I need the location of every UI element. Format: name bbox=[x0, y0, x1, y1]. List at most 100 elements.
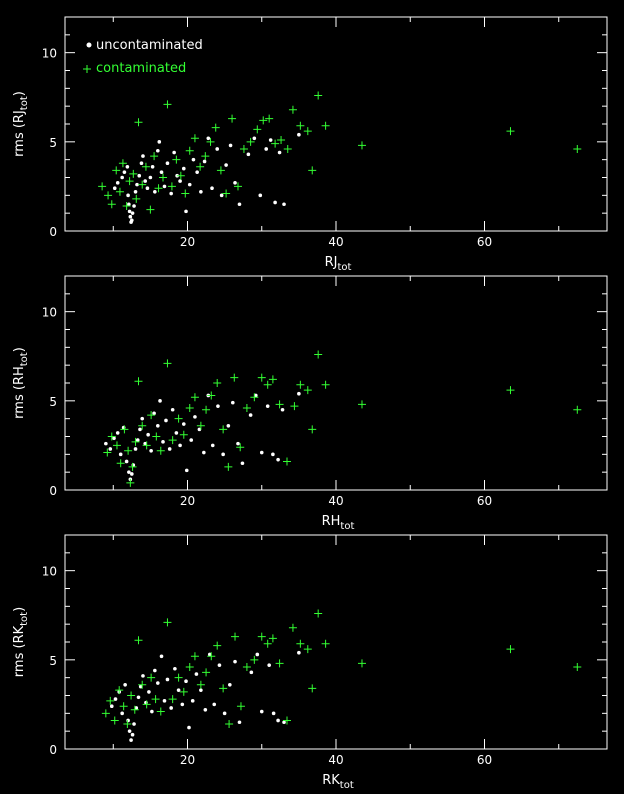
point-contaminated bbox=[207, 391, 216, 400]
point-contaminated bbox=[185, 146, 194, 155]
point-contaminated bbox=[219, 425, 228, 434]
point-uncontaminated bbox=[276, 718, 280, 723]
point-contaminated bbox=[308, 166, 317, 175]
point-contaminated bbox=[213, 641, 222, 650]
point-contaminated bbox=[134, 377, 143, 386]
point-uncontaminated bbox=[191, 157, 196, 162]
point-uncontaminated bbox=[118, 452, 123, 457]
point-uncontaminated bbox=[237, 720, 242, 725]
point-contaminated bbox=[119, 702, 128, 711]
point-contaminated bbox=[357, 141, 366, 150]
point-contaminated bbox=[163, 100, 172, 109]
point-uncontaminated bbox=[228, 143, 233, 148]
point-uncontaminated bbox=[224, 163, 228, 167]
point-uncontaminated bbox=[217, 663, 222, 667]
legend-label-uncontaminated: uncontaminated bbox=[96, 38, 203, 53]
point-contaminated bbox=[176, 171, 185, 180]
point-contaminated bbox=[224, 462, 233, 471]
point-uncontaminated bbox=[129, 738, 133, 742]
point-contaminated bbox=[103, 448, 112, 457]
point-contaminated bbox=[213, 379, 222, 387]
tick-labels: 20 40 60 0 5 10 bbox=[42, 306, 492, 508]
point-uncontaminated bbox=[133, 447, 138, 451]
axis-ticks bbox=[65, 534, 607, 750]
point-uncontaminated bbox=[162, 699, 167, 703]
point-uncontaminated bbox=[115, 431, 120, 435]
point-contaminated bbox=[314, 91, 323, 100]
point-contaminated bbox=[263, 380, 272, 389]
point-contaminated bbox=[263, 639, 272, 648]
point-contaminated bbox=[321, 639, 330, 648]
point-contaminated bbox=[124, 446, 133, 455]
point-uncontaminated bbox=[237, 202, 242, 207]
x-tick-label: 40 bbox=[328, 235, 343, 249]
point-contaminated bbox=[202, 668, 211, 677]
point-contaminated bbox=[127, 691, 136, 700]
point-contaminated bbox=[250, 655, 259, 664]
point-uncontaminated bbox=[164, 418, 168, 423]
panel-rk: 20 40 60 0 5 10 RKtot rms (RKtot) bbox=[12, 534, 608, 791]
point-uncontaminated bbox=[248, 413, 253, 417]
point-uncontaminated bbox=[297, 650, 301, 655]
point-contaminated bbox=[147, 673, 156, 682]
point-uncontaminated bbox=[143, 441, 147, 446]
x-tick-label: 20 bbox=[180, 235, 195, 249]
point-contaminated bbox=[179, 430, 188, 439]
point-contaminated bbox=[230, 373, 239, 382]
point-uncontaminated bbox=[259, 709, 264, 714]
point-uncontaminated bbox=[246, 152, 251, 157]
point-contaminated bbox=[275, 659, 284, 668]
x-tick-label: 40 bbox=[328, 753, 343, 767]
point-uncontaminated bbox=[233, 181, 237, 185]
point-uncontaminated bbox=[156, 681, 160, 685]
y-axis-label: rms (RJtot) bbox=[12, 91, 30, 157]
point-contaminated bbox=[216, 166, 225, 175]
tick-labels: 20 40 60 0 5 10 bbox=[42, 47, 492, 249]
point-uncontaminated bbox=[130, 218, 134, 223]
point-uncontaminated bbox=[202, 450, 206, 455]
point-contaminated bbox=[190, 134, 199, 143]
point-uncontaminated bbox=[254, 393, 258, 398]
point-contaminated bbox=[231, 632, 240, 641]
point-uncontaminated bbox=[170, 407, 175, 412]
point-contaminated bbox=[146, 205, 155, 214]
point-contaminated bbox=[321, 380, 330, 389]
point-uncontaminated bbox=[108, 447, 113, 451]
point-contaminated bbox=[275, 400, 284, 409]
point-uncontaminated bbox=[228, 683, 232, 687]
point-uncontaminated bbox=[104, 441, 108, 446]
panel-rj: 20 40 60 0 5 10 uncontaminated contaminated R… bbox=[12, 16, 608, 273]
point-contaminated bbox=[303, 127, 312, 136]
point-uncontaminated bbox=[282, 202, 286, 207]
point-uncontaminated bbox=[181, 422, 186, 426]
point-uncontaminated bbox=[187, 182, 192, 187]
point-uncontaminated bbox=[216, 404, 220, 408]
data-points bbox=[101, 609, 582, 742]
point-uncontaminated bbox=[121, 425, 126, 430]
point-uncontaminated bbox=[176, 688, 181, 692]
point-contaminated bbox=[314, 350, 323, 359]
point-contaminated bbox=[573, 144, 582, 153]
point-contaminated bbox=[196, 421, 205, 430]
point-uncontaminated bbox=[156, 148, 160, 153]
point-uncontaminated bbox=[156, 424, 160, 428]
point-contaminated bbox=[242, 403, 251, 412]
point-contaminated bbox=[253, 125, 262, 134]
point-contaminated bbox=[506, 127, 515, 136]
point-uncontaminated bbox=[137, 173, 142, 178]
point-contaminated bbox=[150, 152, 159, 161]
y-tick-label: 5 bbox=[49, 395, 57, 409]
legend-label-contaminated: contaminated bbox=[96, 61, 186, 76]
point-contaminated bbox=[296, 639, 305, 648]
point-uncontaminated bbox=[136, 695, 141, 700]
point-uncontaminated bbox=[169, 191, 173, 196]
point-contaminated bbox=[118, 159, 127, 168]
point-uncontaminated bbox=[141, 674, 145, 678]
point-uncontaminated bbox=[240, 461, 245, 466]
point-contaminated bbox=[206, 137, 215, 146]
point-uncontaminated bbox=[130, 472, 134, 476]
point-uncontaminated bbox=[210, 443, 215, 448]
point-contaminated bbox=[167, 182, 176, 191]
point-uncontaminated bbox=[113, 697, 118, 701]
point-uncontaminated bbox=[282, 720, 286, 725]
